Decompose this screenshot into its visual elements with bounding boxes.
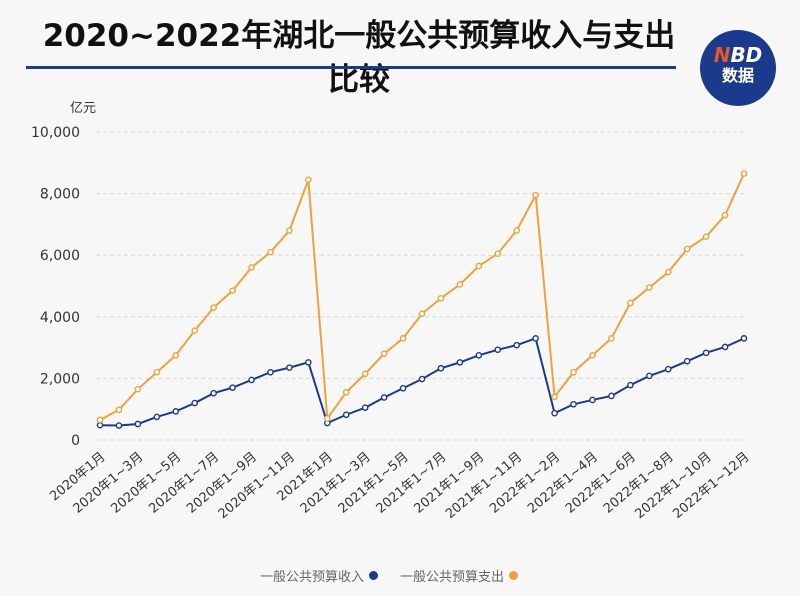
data-point	[191, 399, 199, 407]
logo-brand: NBD	[713, 43, 763, 67]
data-point	[456, 281, 464, 288]
data-point	[608, 335, 615, 342]
data-point	[475, 351, 483, 359]
data-point	[229, 384, 236, 391]
data-point	[437, 364, 445, 372]
data-point	[229, 287, 236, 294]
data-point	[399, 335, 407, 342]
data-point	[570, 400, 577, 408]
data-point	[134, 420, 142, 428]
data-point	[418, 310, 426, 318]
y-tick-label: 10,000	[31, 125, 80, 141]
data-point	[305, 359, 312, 366]
y-tick-label: 4,000	[40, 310, 80, 326]
data-point	[702, 233, 710, 241]
data-point	[513, 341, 521, 349]
legend-label: 一般公共预算收入	[260, 570, 365, 585]
chart-legend: 一般公共预算收入 一般公共预算支出	[260, 566, 534, 585]
data-point	[664, 365, 672, 373]
data-point	[380, 394, 388, 401]
data-point	[191, 327, 199, 334]
data-point	[475, 262, 483, 270]
y-tick-label: 8,000	[40, 187, 80, 203]
legend-label: 一般公共预算支出	[400, 570, 505, 585]
data-point	[248, 376, 255, 384]
y-tick-label: 2,000	[40, 371, 80, 387]
data-point	[721, 343, 729, 351]
data-point	[570, 368, 577, 376]
data-point	[627, 299, 634, 307]
data-point	[532, 335, 539, 342]
data-point	[96, 416, 104, 424]
data-point	[153, 368, 161, 376]
data-point	[267, 248, 274, 256]
data-point	[210, 304, 217, 311]
data-point	[361, 404, 369, 411]
data-point	[172, 408, 180, 415]
data-point	[418, 375, 426, 383]
data-point	[361, 370, 369, 378]
legend-swatch	[509, 571, 519, 580]
data-point	[96, 421, 104, 429]
data-point	[683, 245, 691, 253]
data-point	[342, 388, 350, 396]
data-point	[740, 170, 748, 177]
data-point	[115, 422, 123, 429]
data-point	[380, 350, 388, 358]
data-point	[645, 372, 653, 380]
data-point	[323, 415, 331, 422]
data-point	[399, 384, 407, 392]
data-point	[153, 413, 161, 421]
y-tick-label: 6,000	[40, 248, 80, 264]
data-point	[494, 346, 502, 354]
logo-brand-cn: 数据	[721, 66, 754, 85]
data-point	[627, 381, 634, 389]
data-point	[551, 393, 558, 401]
data-point	[664, 268, 672, 276]
nbd-logo: NBD 数据	[700, 30, 776, 106]
data-point	[551, 409, 558, 417]
data-point	[456, 359, 464, 366]
data-point	[172, 351, 180, 359]
data-point	[286, 227, 293, 234]
y-axis: 亿元 0 2,000 4,000 6,000 8,000 10,000	[31, 101, 96, 449]
legend-item: 一般公共预算收入	[260, 566, 379, 585]
data-point	[645, 284, 653, 291]
data-point	[683, 357, 691, 365]
data-point	[342, 411, 350, 419]
data-point	[134, 385, 142, 393]
data-point	[286, 364, 293, 371]
data-point	[267, 368, 274, 376]
legend-item: 一般公共预算支出	[400, 566, 519, 585]
data-point	[589, 351, 596, 359]
series-line-1	[99, 173, 745, 422]
data-point	[608, 392, 615, 400]
legend-swatch	[369, 571, 379, 580]
y-axis-label: 亿元	[70, 101, 96, 116]
y-tick-label: 0	[71, 433, 80, 449]
data-point	[721, 211, 729, 219]
title-underline	[26, 66, 676, 69]
data-point	[248, 264, 255, 271]
data-point	[513, 227, 521, 234]
data-point	[740, 335, 748, 342]
x-axis: 2020年1月2020年1~3月2020年1~5月2020年1~7月2020年1…	[47, 450, 752, 522]
data-point	[210, 389, 217, 397]
data-point	[589, 396, 596, 404]
data-point	[494, 250, 502, 257]
chart-series	[96, 170, 748, 429]
data-point	[532, 191, 539, 199]
data-point	[702, 349, 710, 357]
data-point	[305, 176, 312, 184]
data-point	[115, 406, 123, 414]
data-point	[437, 295, 445, 302]
